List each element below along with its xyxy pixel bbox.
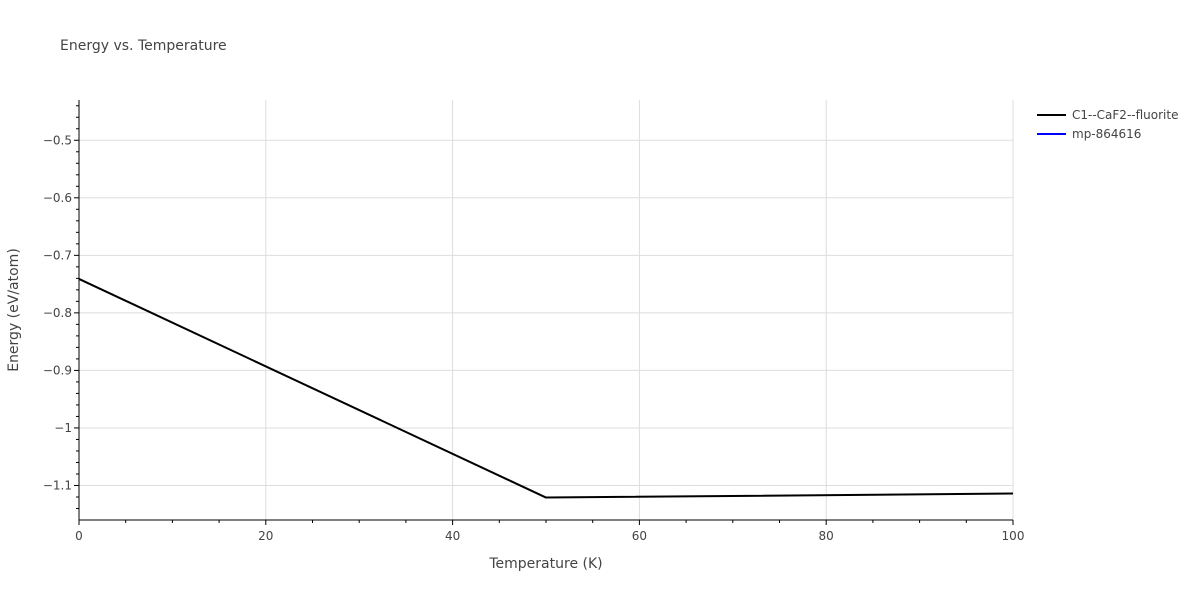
series-lines xyxy=(78,278,1014,499)
y-axis-label: Energy (eV/atom) xyxy=(6,248,22,372)
x-tick-label: 40 xyxy=(445,529,460,543)
legend-label[interactable]: mp-864616 xyxy=(1072,127,1141,141)
series-line xyxy=(78,278,1014,499)
x-tick-label: 0 xyxy=(75,529,83,543)
legend[interactable]: C1--CaF2--fluorite mp-864616 xyxy=(1037,108,1178,141)
y-tick-label: −0.6 xyxy=(43,191,72,205)
y-tick-label: −1 xyxy=(54,421,72,435)
y-tick-label: −0.7 xyxy=(43,248,72,262)
y-tick-label: −1.1 xyxy=(43,478,72,492)
x-axis-label: Temperature (K) xyxy=(488,556,602,572)
y-tick-label: −0.5 xyxy=(43,133,72,147)
y-tick-label: −0.9 xyxy=(43,363,72,377)
x-tick-label: 80 xyxy=(819,529,834,543)
grid xyxy=(79,100,1014,520)
x-tick-label: 100 xyxy=(1002,529,1025,543)
x-tick-label: 60 xyxy=(632,529,647,543)
x-tick-label: 20 xyxy=(258,529,273,543)
legend-label[interactable]: C1--CaF2--fluorite xyxy=(1072,108,1178,122)
axes: 0 20 40 60 80 100 −0.5 −0.6 −0.7 −0.8 −0.9 −1 −1.1 xyxy=(43,100,1025,543)
y-tick-label: −0.8 xyxy=(43,306,72,320)
chart-title: Energy vs. Temperature xyxy=(60,38,227,54)
